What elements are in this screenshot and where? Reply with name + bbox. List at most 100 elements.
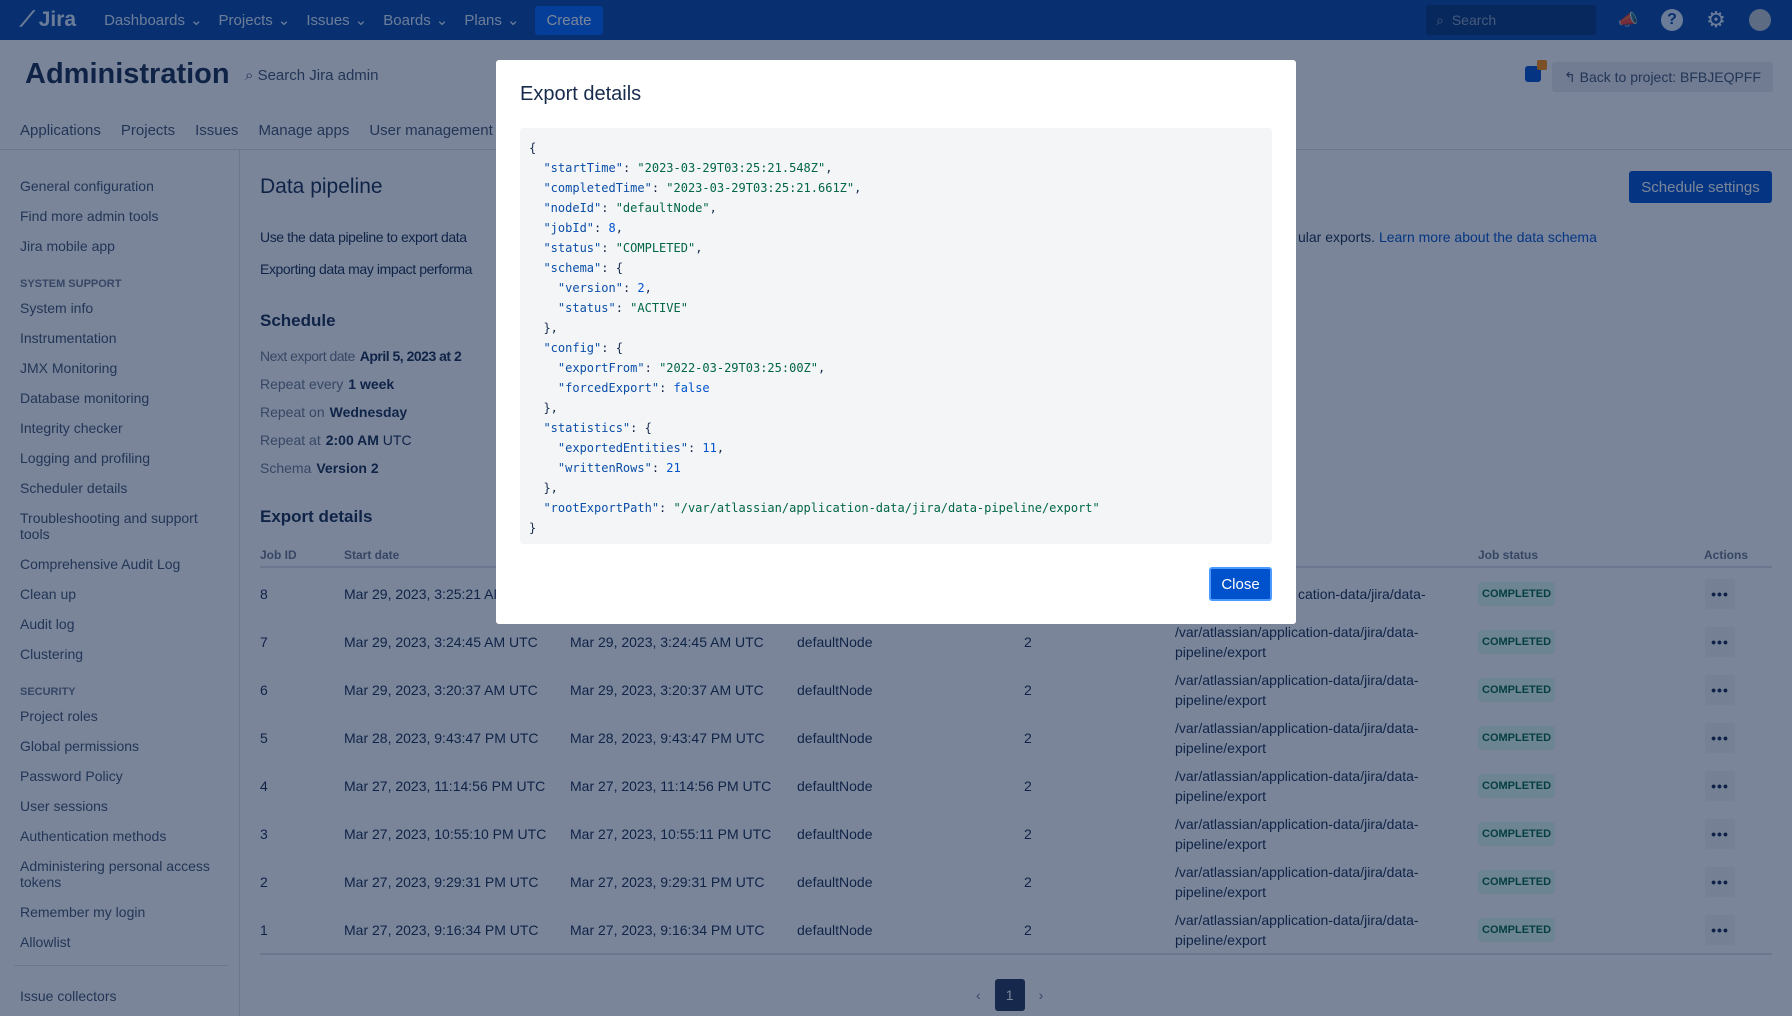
sidebar-item[interactable]: Scheduler details: [20, 480, 128, 496]
cell-status: COMPLETED: [1478, 714, 1556, 762]
tab-issues[interactable]: Issues: [195, 122, 239, 139]
sidebar-item[interactable]: User sessions: [20, 798, 108, 814]
nav-label: Boards: [383, 11, 431, 29]
sidebar-item[interactable]: Find more admin tools: [20, 208, 159, 224]
cell-path: /var/atlassian/application-data/jira/dat…: [1175, 810, 1455, 858]
more-actions-icon[interactable]: •••: [1705, 867, 1735, 897]
status-badge: COMPLETED: [1478, 774, 1556, 798]
nav-issues[interactable]: Issues ⌄: [306, 11, 368, 30]
chevron-down-icon: ⌄: [354, 12, 368, 29]
cell-path-text: /var/atlassian/application-data/jira/dat…: [1175, 720, 1419, 756]
cell-actions: •••: [1705, 666, 1735, 714]
sidebar-item[interactable]: Instrumentation: [20, 330, 117, 346]
more-actions-icon[interactable]: •••: [1705, 771, 1735, 801]
sidebar-item[interactable]: Jira mobile app: [20, 238, 115, 254]
page-1-button[interactable]: 1: [994, 979, 1025, 1011]
notifications-megaphone-icon[interactable]: 📣: [1618, 12, 1638, 29]
sidebar-item[interactable]: Database monitoring: [20, 390, 150, 406]
tab-manage-apps[interactable]: Manage apps: [258, 122, 350, 139]
sidebar-item[interactable]: Clean up: [20, 586, 77, 602]
tab-applications[interactable]: Applications: [20, 122, 101, 139]
table-row: 3 Mar 27, 2023, 10:55:10 PM UTC Mar 27, 20…: [0, 810, 1792, 858]
cell-node: defaultNode: [797, 906, 997, 954]
create-button[interactable]: Create: [535, 5, 603, 35]
learn-more-link[interactable]: Learn more about the data schema: [1378, 229, 1597, 245]
sidebar-item[interactable]: Audit log: [20, 616, 75, 632]
prev-page-icon[interactable]: ‹: [976, 987, 981, 1003]
cell-start-text: Mar 28, 2023, 9:43:47 PM UTC: [344, 730, 539, 746]
help-icon[interactable]: ?: [1661, 9, 1683, 31]
more-actions-icon[interactable]: •••: [1705, 723, 1735, 753]
next-page-icon[interactable]: ›: [1038, 987, 1044, 1003]
more-actions-icon[interactable]: •••: [1705, 579, 1735, 609]
cell-schema: 2: [1024, 906, 1164, 954]
sidebar-item[interactable]: Project roles: [20, 708, 98, 724]
more-actions-icon[interactable]: •••: [1705, 627, 1735, 657]
cell-node-text: defaultNode: [797, 874, 873, 890]
sidebar-item[interactable]: Password Policy: [20, 768, 123, 784]
back-to-project-button[interactable]: ↰ Back to project: BFBJEQPFF: [1552, 62, 1773, 92]
schedule-label: Repeat at: [260, 432, 321, 448]
search-jira-admin[interactable]: ⌕ Search Jira admin: [245, 67, 379, 84]
jira-logo[interactable]: ⟋ Jira: [20, 8, 77, 31]
cell-completed-text: Mar 27, 2023, 11:14:56 PM UTC: [570, 778, 772, 794]
export-json-code: { "startTime": "2023-03-29T03:25:21.548Z…: [520, 128, 1272, 544]
col-start-date[interactable]: Start date: [344, 548, 400, 562]
sidebar-item[interactable]: Comprehensive Audit Log: [20, 556, 181, 572]
sidebar-item[interactable]: Clustering: [20, 646, 84, 662]
cell-path-text: /var/atlassian/application-data/jira/dat…: [1175, 912, 1419, 948]
nav-dashboards[interactable]: Dashboards ⌄: [104, 11, 202, 30]
sidebar-item[interactable]: Integrity checker: [20, 420, 123, 436]
schedule-label: Repeat every: [260, 376, 344, 392]
sidebar-item[interactable]: Logging and profiling: [20, 450, 150, 466]
table-bottom-divider: [260, 953, 1772, 955]
cell-actions: •••: [1705, 906, 1735, 954]
export-details-heading: Export details: [260, 507, 373, 526]
cell-start: Mar 29, 2023, 3:20:37 AM UTC: [344, 666, 564, 714]
schedule-suffix: UTC: [382, 432, 412, 448]
cell-start-text: Mar 29, 2023, 3:20:37 AM UTC: [344, 682, 538, 698]
tab-projects[interactable]: Projects: [120, 122, 176, 139]
cell-start: Mar 29, 2023, 3:24:45 AM UTC: [344, 618, 564, 666]
more-actions-icon[interactable]: •••: [1705, 915, 1735, 945]
pagination: ‹ 1 ›: [976, 979, 1043, 1011]
sidebar-item[interactable]: Troubleshooting and support tools: [20, 510, 198, 542]
more-actions-icon[interactable]: •••: [1705, 675, 1735, 705]
cell-status: COMPLETED: [1478, 858, 1556, 906]
page-title: Data pipeline: [260, 175, 383, 198]
nav-projects[interactable]: Projects ⌄: [218, 11, 291, 30]
nav-label: Projects: [218, 11, 273, 29]
nav-plans[interactable]: Plans ⌄: [464, 11, 519, 30]
nav-boards[interactable]: Boards ⌄: [383, 11, 448, 30]
tab-user-management[interactable]: User management: [369, 122, 493, 139]
intro-text-end-label: ular exports.: [1298, 229, 1376, 245]
settings-gear-icon[interactable]: ⚙: [1706, 7, 1726, 32]
cell-schema-text: 2: [1024, 730, 1032, 746]
sidebar-item[interactable]: Issue collectors: [20, 988, 117, 1004]
feedback-icon[interactable]: [1525, 60, 1547, 82]
sidebar-item[interactable]: System info: [20, 300, 94, 316]
sidebar-item[interactable]: JMX Monitoring: [20, 360, 118, 376]
nav-label: Plans: [464, 11, 502, 29]
cell-start: Mar 27, 2023, 10:55:10 PM UTC: [344, 810, 564, 858]
sidebar-item[interactable]: Global permissions: [20, 738, 140, 754]
cell-node-text: defaultNode: [797, 730, 873, 746]
sidebar-item[interactable]: Administering personal access tokens: [20, 858, 210, 890]
global-search-input[interactable]: ⌕ Search: [1426, 5, 1596, 35]
schedule-settings-button[interactable]: Schedule settings: [1629, 171, 1772, 203]
cell-path-text: /var/atlassian/application-data/jira/dat…: [1175, 864, 1419, 900]
cell-node: defaultNode: [797, 810, 997, 858]
cell-id-text: 1: [260, 922, 268, 938]
cell-start: Mar 27, 2023, 9:29:31 PM UTC: [344, 858, 564, 906]
more-actions-icon[interactable]: •••: [1705, 819, 1735, 849]
sidebar-item[interactable]: Remember my login: [20, 904, 146, 920]
cell-actions: •••: [1705, 858, 1735, 906]
sidebar-item[interactable]: Allowlist: [20, 934, 71, 950]
table-row: 5 Mar 28, 2023, 9:43:47 PM UTC Mar 28, 202…: [0, 714, 1792, 762]
avatar[interactable]: [1749, 9, 1771, 31]
cell-path: /var/atlassian/application-data/jira/dat…: [1175, 858, 1455, 906]
close-button[interactable]: Close: [1209, 567, 1272, 601]
sidebar-item[interactable]: Authentication methods: [20, 828, 167, 844]
cell-id-text: 3: [260, 826, 268, 842]
sidebar-item[interactable]: General configuration: [20, 178, 154, 194]
